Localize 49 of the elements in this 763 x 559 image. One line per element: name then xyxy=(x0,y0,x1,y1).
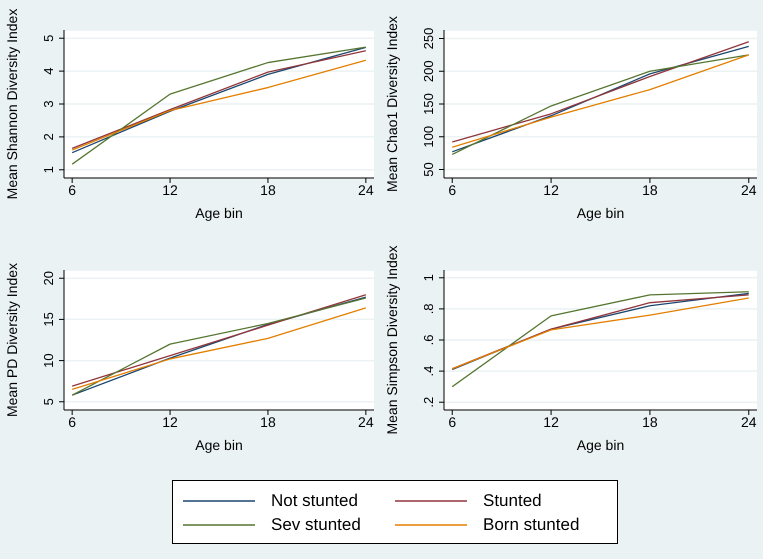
y-axis-title: Mean Chao1 Diversity Index xyxy=(384,16,400,192)
y-tick-label: 3 xyxy=(41,100,56,108)
y-tick-label: 250 xyxy=(421,28,436,50)
y-tick-label: 200 xyxy=(421,60,436,82)
x-tick-label: 12 xyxy=(543,182,560,198)
x-tick-label: 24 xyxy=(740,182,757,198)
x-tick-label: 24 xyxy=(358,182,374,198)
y-tick-label: 150 xyxy=(421,93,436,115)
x-tick-label: 18 xyxy=(642,414,658,430)
x-tick-label: 6 xyxy=(448,414,456,430)
x-axis-title: Age bin xyxy=(195,437,243,453)
y-tick-label: .6 xyxy=(421,334,436,346)
legend-label: Not stunted xyxy=(271,491,358,511)
legend-label: Sev stunted xyxy=(271,515,361,535)
y-tick-label: 1 xyxy=(421,274,436,282)
x-axis-title: Age bin xyxy=(576,205,624,221)
x-tick-label: 6 xyxy=(448,182,456,198)
legend-label: Born stunted xyxy=(483,515,580,535)
line-series xyxy=(452,291,750,388)
x-tick-label: 6 xyxy=(68,414,76,430)
x-tick-label: 18 xyxy=(260,414,276,430)
y-tick-label: 5 xyxy=(41,398,56,406)
x-tick-label: 18 xyxy=(642,182,658,198)
line-series xyxy=(72,307,366,390)
x-tick-label: 12 xyxy=(162,182,178,198)
y-tick-label: .4 xyxy=(421,366,436,377)
x-tick-label: 24 xyxy=(358,414,374,430)
y-axis-title: Mean Simpson Diversity Index xyxy=(384,245,400,435)
y-tick-label: 15 xyxy=(41,312,56,327)
x-axis-title: Age bin xyxy=(195,205,243,221)
x-tick-label: 6 xyxy=(68,182,76,198)
x-axis-title: Age bin xyxy=(576,437,624,453)
y-tick-label: .8 xyxy=(421,303,436,314)
legend-label: Stunted xyxy=(483,491,542,511)
y-tick-label: 50 xyxy=(421,162,436,177)
x-tick-label: 12 xyxy=(162,414,178,430)
y-tick-label: 20 xyxy=(41,271,56,286)
y-axis-title: Mean Shannon Diversity Index xyxy=(4,8,20,200)
x-tick-label: 12 xyxy=(543,414,560,430)
y-tick-label: 2 xyxy=(41,133,56,141)
y-tick-label: 4 xyxy=(41,67,56,75)
x-tick-label: 18 xyxy=(260,182,276,198)
y-tick-label: 5 xyxy=(41,34,56,42)
y-tick-label: 1 xyxy=(41,166,56,174)
y-tick-label: 100 xyxy=(421,126,436,148)
x-tick-label: 24 xyxy=(740,414,757,430)
y-tick-label: 10 xyxy=(41,353,56,368)
y-axis-title: Mean PD Diversity Index xyxy=(4,262,20,418)
y-tick-label: .2 xyxy=(421,396,436,408)
